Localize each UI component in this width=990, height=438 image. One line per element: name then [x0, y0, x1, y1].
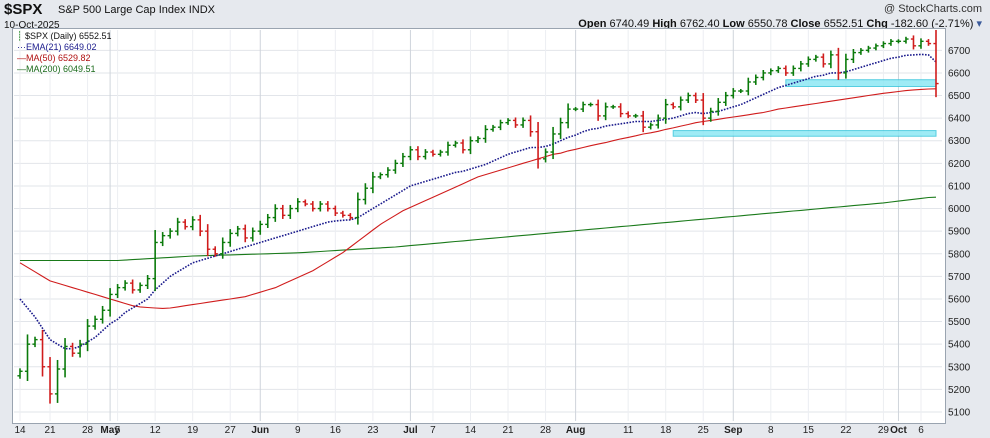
- low-value: 6550.78: [747, 18, 788, 30]
- quote-summary: Open 6740.49 High 6762.40 Low 6550.78 Cl…: [578, 17, 982, 30]
- x-tick-label: 5: [115, 425, 121, 436]
- y-tick-label: 5800: [948, 249, 971, 260]
- line-icon: —: [17, 53, 26, 63]
- x-tick-label: 16: [330, 425, 342, 436]
- x-tick-label: 21: [44, 425, 56, 436]
- close-label: Close: [790, 18, 821, 30]
- x-tick-label: 14: [14, 425, 26, 436]
- high-value: 6762.40: [679, 18, 720, 30]
- legend-ema: ···EMA(21) 6649.02: [17, 42, 111, 53]
- x-tick-label: 27: [225, 425, 237, 436]
- y-tick-label: 6600: [948, 68, 971, 79]
- y-tick-label: 6000: [948, 204, 971, 215]
- close-value: 6552.51: [823, 18, 864, 30]
- x-tick-label: 23: [367, 425, 379, 436]
- legend-ma200-text: MA(200) 6049.51: [26, 64, 96, 74]
- y-tick-label: 5700: [948, 272, 971, 283]
- x-tick-label: Jul: [403, 425, 418, 436]
- x-tick-label: Aug: [566, 425, 585, 436]
- y-tick-label: 5400: [948, 340, 971, 351]
- dotted-line-icon: ···: [17, 42, 26, 52]
- x-tick-label: 7: [430, 425, 436, 436]
- x-tick-label: May: [100, 425, 120, 436]
- security-name: S&P 500 Large Cap Index INDX: [58, 4, 215, 16]
- stockcharts-brand[interactable]: @ StockCharts.com: [884, 3, 982, 15]
- open-value: 6740.49: [609, 18, 650, 30]
- chevron-down-icon[interactable]: ▾: [976, 18, 982, 30]
- ema21-line: [19, 53, 937, 350]
- chg-value: -182.60 (-2.71%): [890, 18, 974, 30]
- y-tick-label: 6400: [948, 114, 971, 125]
- x-tick-label: 28: [540, 425, 552, 436]
- x-tick-label: 11: [623, 425, 634, 436]
- x-tick-label: 12: [150, 425, 162, 436]
- x-tick-label: 25: [698, 425, 710, 436]
- x-tick-label: 18: [660, 425, 672, 436]
- x-tick-label: 28: [82, 425, 94, 436]
- y-tick-label: 6500: [948, 91, 971, 102]
- exchange-label: INDX: [188, 4, 215, 16]
- support-zone: [672, 130, 937, 137]
- high-label: High: [652, 18, 677, 30]
- y-tick-label: 5600: [948, 294, 971, 305]
- x-tick-label: Jun: [251, 425, 269, 436]
- x-tick-label: 8: [768, 425, 774, 436]
- x-tick-label: 29: [878, 425, 890, 436]
- security-name-text: S&P 500 Large Cap Index: [58, 4, 186, 16]
- x-tick-label: 6: [918, 425, 924, 436]
- y-tick-label: 5900: [948, 227, 971, 238]
- legend-ma200: —MA(200) 6049.51: [17, 64, 111, 75]
- symbol-label: $SPX: [4, 1, 43, 18]
- legend-price: ┊ $SPX (Daily) 6552.51: [17, 31, 111, 42]
- y-tick-label: 5200: [948, 385, 971, 396]
- x-tick-label: Oct: [890, 425, 907, 436]
- legend-ema-text: EMA(21) 6649.02: [26, 42, 97, 52]
- ohlc-icon: ┊: [17, 31, 23, 41]
- chg-label: Chg: [866, 18, 888, 30]
- plot-area[interactable]: [12, 28, 946, 424]
- y-tick-label: 6700: [948, 46, 971, 57]
- x-tick-label: 9: [295, 425, 301, 436]
- y-tick-label: 5100: [948, 407, 971, 418]
- support-zone: [785, 79, 937, 88]
- ma200-line: [20, 196, 937, 262]
- y-tick-label: 5300: [948, 362, 971, 373]
- y-tick-label: 5500: [948, 317, 971, 328]
- y-tick-label: 6300: [948, 136, 971, 147]
- ma50-line: [19, 88, 937, 309]
- open-label: Open: [578, 18, 607, 30]
- chart-date: 10-Oct-2025: [4, 20, 60, 31]
- legend-ma50: —MA(50) 6529.82: [17, 53, 111, 64]
- x-tick-label: 21: [502, 425, 514, 436]
- legend-ma50-text: MA(50) 6529.82: [26, 53, 91, 63]
- y-tick-label: 6200: [948, 159, 971, 170]
- line-icon: —: [17, 64, 26, 74]
- x-tick-label: 14: [465, 425, 477, 436]
- x-tick-label: 19: [187, 425, 199, 436]
- x-tick-label: Sep: [724, 425, 742, 436]
- low-label: Low: [722, 18, 745, 30]
- x-tick-label: 22: [840, 425, 852, 436]
- legend-price-text: $SPX (Daily) 6552.51: [24, 31, 112, 41]
- y-tick-label: 6100: [948, 181, 971, 192]
- x-tick-label: 15: [803, 425, 815, 436]
- chart-legend: ┊ $SPX (Daily) 6552.51 ···EMA(21) 6649.0…: [17, 31, 111, 75]
